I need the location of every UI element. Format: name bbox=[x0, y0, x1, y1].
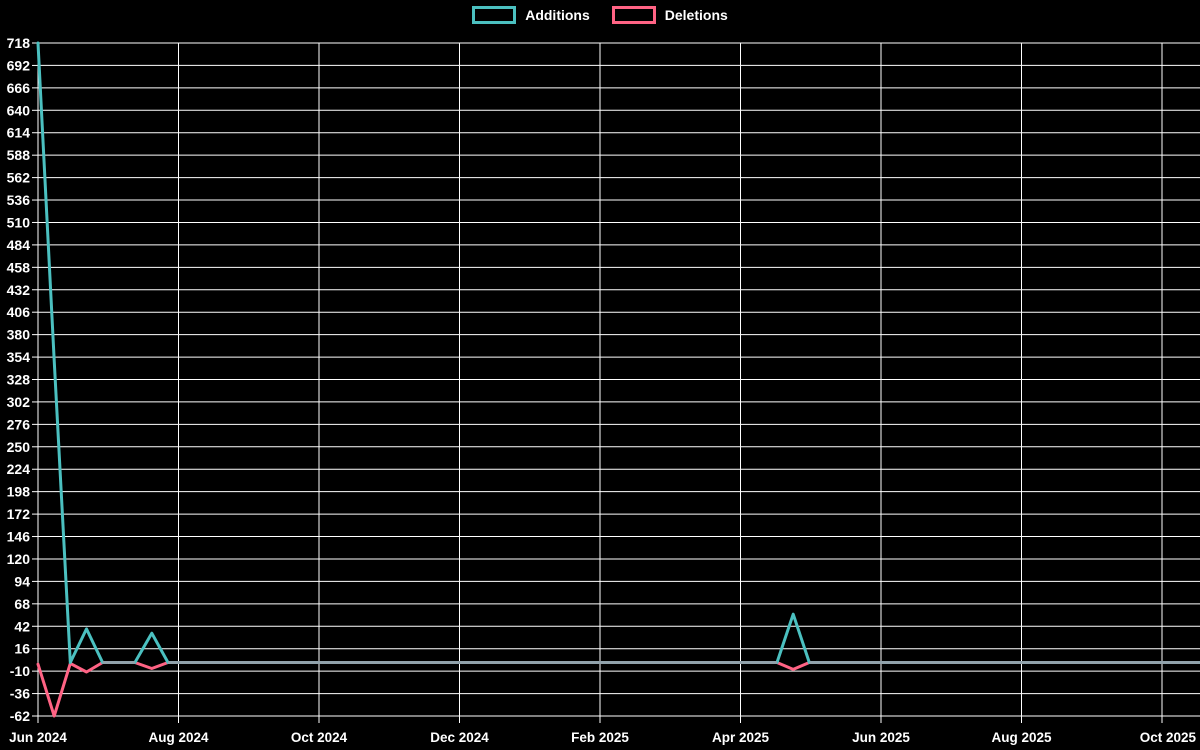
x-tick-label: Aug 2025 bbox=[991, 730, 1052, 745]
y-tick-label: 276 bbox=[7, 416, 31, 432]
x-tick-label: Oct 2024 bbox=[291, 730, 348, 745]
x-tick-label: Oct 2025 bbox=[1140, 730, 1197, 745]
y-tick-label: 172 bbox=[7, 506, 31, 522]
y-tick-label: 510 bbox=[7, 214, 31, 230]
y-tick-label: 16 bbox=[14, 641, 30, 657]
y-tick-label: 120 bbox=[7, 551, 31, 567]
y-tick-label: 432 bbox=[7, 282, 31, 298]
y-tick-label: 250 bbox=[7, 439, 31, 455]
deletions-line bbox=[36, 661, 1200, 718]
additions-line bbox=[36, 41, 1200, 664]
y-tick-label: -10 bbox=[10, 663, 30, 679]
y-tick-label: 484 bbox=[7, 237, 31, 253]
y-tick-label: 68 bbox=[14, 596, 30, 612]
x-tick-label: Aug 2024 bbox=[148, 730, 209, 745]
y-tick-label: 328 bbox=[7, 372, 31, 388]
x-tick-label: Dec 2024 bbox=[430, 730, 489, 745]
legend-item-additions[interactable]: Additions bbox=[472, 6, 590, 24]
y-tick-label: 380 bbox=[7, 327, 31, 343]
legend-label-deletions: Deletions bbox=[664, 7, 728, 23]
y-tick-label: 198 bbox=[7, 484, 31, 500]
y-tick-label: 94 bbox=[14, 573, 30, 589]
y-tick-label: 146 bbox=[7, 529, 31, 545]
y-tick-label: -36 bbox=[10, 686, 30, 702]
x-tick-label: Jun 2025 bbox=[852, 730, 910, 745]
x-tick-label: Apr 2025 bbox=[712, 730, 770, 745]
x-tick-label: Jun 2024 bbox=[9, 730, 67, 745]
y-tick-label: 692 bbox=[7, 57, 31, 73]
y-tick-label: 42 bbox=[14, 618, 30, 634]
y-tick-label: 666 bbox=[7, 80, 31, 96]
y-tick-label: 562 bbox=[7, 170, 31, 186]
legend-swatch-deletions bbox=[611, 6, 656, 24]
y-tick-label: 406 bbox=[7, 304, 31, 320]
legend-item-deletions[interactable]: Deletions bbox=[611, 6, 728, 24]
y-tick-label: 614 bbox=[7, 125, 31, 141]
legend-swatch-additions bbox=[472, 6, 517, 24]
y-tick-label: 224 bbox=[7, 461, 31, 477]
y-tick-label: 640 bbox=[7, 102, 31, 118]
y-tick-label: 458 bbox=[7, 259, 31, 275]
legend: Additions Deletions bbox=[0, 6, 1200, 24]
y-tick-label: -62 bbox=[10, 708, 30, 724]
y-tick-label: 718 bbox=[7, 35, 31, 51]
y-tick-label: 302 bbox=[7, 394, 31, 410]
legend-label-additions: Additions bbox=[525, 7, 590, 23]
x-tick-label: Feb 2025 bbox=[571, 730, 629, 745]
y-tick-label: 536 bbox=[7, 192, 31, 208]
y-tick-label: 354 bbox=[7, 349, 31, 365]
y-tick-label: 588 bbox=[7, 147, 31, 163]
